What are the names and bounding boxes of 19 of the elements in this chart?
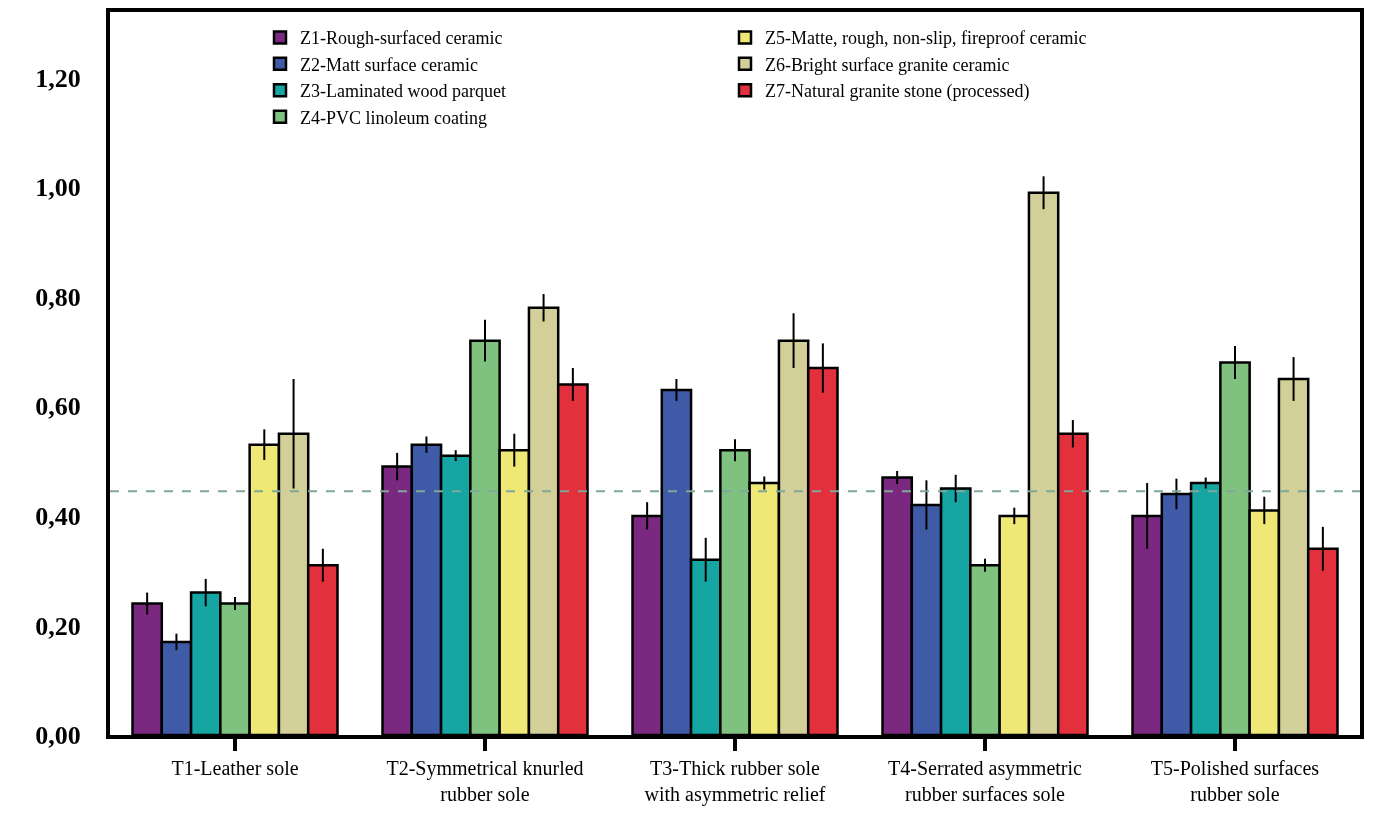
- y-tick-label: 0,20: [35, 611, 81, 641]
- x-tick-label: T3-Thick rubber sole with asymmetric relief: [644, 757, 826, 806]
- legend-label: Z6-Bright surface granite ceramic: [765, 54, 1010, 75]
- y-tick-label: 0,80: [35, 282, 81, 312]
- legend-label: Z4-PVC linoleum coating: [300, 107, 487, 128]
- legend-label: Z2-Matt surface ceramic: [300, 54, 478, 75]
- y-tick-label: 0,40: [35, 502, 81, 532]
- y-tick-label: 0,00: [35, 721, 81, 751]
- x-tick-label: T2-Symmetrical knurled rubber sole: [386, 757, 584, 805]
- legend-label: Z1-Rough-surfaced ceramic: [300, 28, 503, 49]
- y-tick-label: 0,60: [35, 392, 81, 422]
- x-tick-label: T5-Polished surfaces rubber sole: [1150, 757, 1320, 805]
- y-tick-label: 1,20: [35, 63, 81, 93]
- y-tick-label: 1,00: [35, 173, 81, 203]
- legend-label: Z5-Matte, rough, non-slip, fireproof ceramic: [765, 28, 1087, 49]
- x-tick-label: T1-Leather sole: [171, 757, 299, 779]
- x-tick-label: T4-Serrated asymmetric rubber surfaces sole: [888, 757, 1083, 805]
- legend-label: Z3-Laminated wood parquet: [300, 81, 506, 102]
- legend-label: Z7-Natural granite stone (processed): [765, 81, 1030, 103]
